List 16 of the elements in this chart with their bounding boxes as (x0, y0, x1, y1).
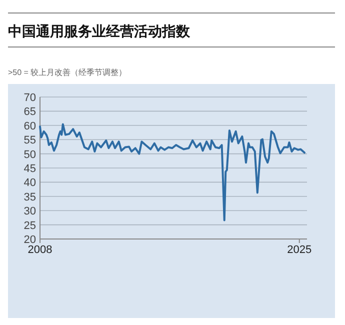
y-tick-label: 35 (24, 191, 36, 204)
y-tick-label: 30 (24, 206, 36, 218)
chart-subtitle: >50 = 较上月改善（经季节调整） (8, 68, 127, 77)
y-tick-label: 50 (24, 148, 36, 161)
x-tick-label: 2025 (287, 244, 312, 256)
chart-title: 中国通用服务业经营活动指数 (8, 23, 191, 39)
y-tick-label: 65 (24, 106, 36, 118)
y-tick-label: 40 (24, 177, 36, 190)
y-tick-label: 45 (24, 163, 36, 175)
y-tick-label: 55 (24, 134, 36, 147)
x-tick-label: 2008 (28, 244, 52, 256)
y-tick-label: 60 (24, 120, 36, 132)
y-tick-label: 25 (24, 220, 36, 232)
y-tick-label: 70 (24, 92, 36, 104)
y-tick-label: 20 (24, 234, 36, 246)
line-series (39, 123, 306, 222)
